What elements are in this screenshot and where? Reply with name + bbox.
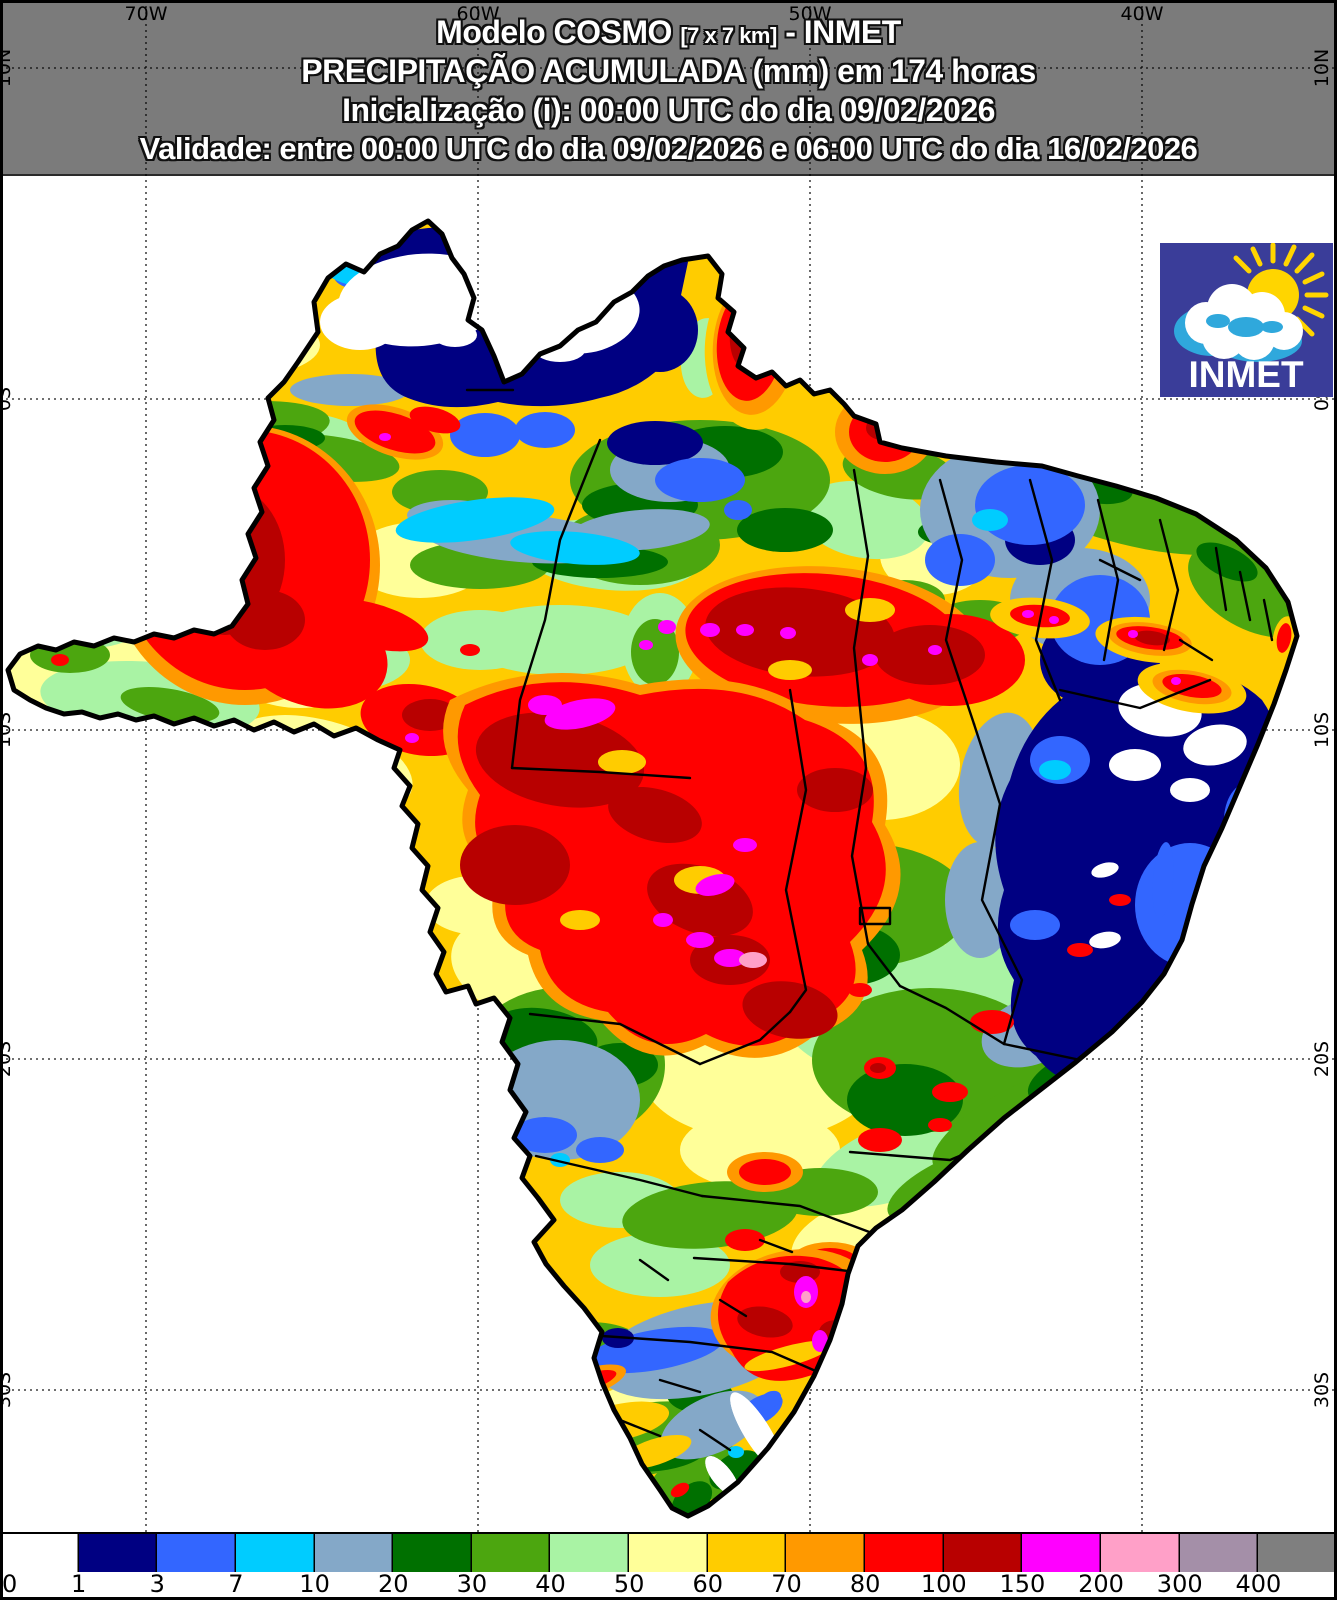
colorbar-label: 300 (1156, 1570, 1203, 1598)
colorbar-swatch (865, 1534, 944, 1572)
latitude-tick-label-right: 30S (1311, 1372, 1333, 1408)
brazil-outline (5, 218, 1300, 1519)
colorbar-label: 30 (456, 1570, 488, 1598)
colorbar-swatch (1179, 1534, 1259, 1572)
title-model: Modelo COSMO (436, 14, 672, 50)
colorbar-label: 40 (535, 1570, 566, 1598)
title-line-2: PRECIPITAÇÃO ACUMULADA (mm) em 174 horas (301, 53, 1036, 89)
colorbar-label: 50 (613, 1570, 645, 1598)
colorbar-swatch (786, 1534, 866, 1572)
contours-7-10 (320, 258, 1247, 1458)
colorbar-swatch (157, 1534, 236, 1572)
title-resolution: [7 x 7 km] (680, 23, 777, 48)
header-separator (0, 174, 1337, 176)
latitude-tick-label-left: 10S (0, 712, 15, 748)
colorbar-swatch (78, 1534, 158, 1572)
latitude-tick-label-left: 10N (0, 49, 15, 87)
inmet-logo: INMET (1160, 242, 1333, 397)
colorbar-label: 3 (149, 1570, 165, 1598)
colorbar-swatch (629, 1534, 708, 1572)
colorbar-label: 100 (920, 1570, 967, 1598)
title-line-1: Modelo COSMO [7 x 7 km] - INMET (0, 14, 1337, 51)
header (0, 0, 1337, 175)
colorbar-label: 20 (377, 1570, 409, 1598)
colorbar-swatch (393, 1534, 472, 1572)
title-line-3: Inicialização (i): 00:00 UTC do dia 09/0… (342, 92, 995, 128)
contours-heavy-rain-tocantins (639, 566, 1025, 724)
latitude-tick-label-left: 30S (0, 1372, 15, 1408)
colorbar-label: 1 (71, 1570, 87, 1598)
colorbar-label: 150 (999, 1570, 1046, 1598)
colorbar-label: 60 (692, 1570, 724, 1598)
title-line-4: Validade: entre 00:00 UTC do dia 09/02/2… (139, 131, 1198, 166)
logo-label: INMET (1188, 354, 1304, 395)
precipitation-colorbar (0, 1532, 1337, 1574)
colorbar-swatch (1022, 1534, 1101, 1572)
colorbar-swatch (943, 1534, 1023, 1572)
colorbar-swatch (707, 1534, 787, 1572)
contours-3-7 (333, 268, 1276, 1427)
colorbar-label: 10 (299, 1570, 330, 1598)
cloud-icon (1174, 284, 1303, 362)
colorbar-label: 7 (228, 1570, 244, 1598)
longitude-tick-label: 60W (457, 3, 500, 25)
colorbar-swatch (1100, 1534, 1180, 1572)
latitude-tick-label-right: 10N (1311, 49, 1333, 87)
longitude-tick-label: 50W (789, 3, 832, 25)
colorbar-label: 200 (1078, 1570, 1124, 1598)
colorbar-label: 400 (1235, 1570, 1282, 1598)
colorbar-swatch (1258, 1534, 1337, 1572)
colorbar-label: 70 (771, 1570, 802, 1598)
colorbar-swatch (550, 1534, 630, 1572)
latitude-tick-label-right: 10S (1311, 712, 1333, 748)
colorbar-label: 0 (2, 1570, 18, 1598)
latitude-tick-label-left: 0S (0, 387, 15, 411)
longitude-tick-label: 70W (125, 3, 168, 25)
latitude-tick-label-left: 20S (0, 1041, 15, 1077)
latitude-tick-label-right: 20S (1311, 1041, 1333, 1077)
colorbar-swatch (471, 1534, 551, 1572)
colorbar-swatch (235, 1534, 315, 1572)
colorbar-scale-labels: 0 1 3 7 10 20 30 40 50 60 70 80 100 150 200 300 400 (0, 1572, 1337, 1597)
title-agency: - INMET (785, 14, 901, 50)
colorbar-label: 80 (849, 1570, 881, 1598)
colorbar-swatch (314, 1534, 394, 1572)
longitude-tick-label: 40W (1121, 3, 1164, 25)
colorbar-swatch (0, 1534, 79, 1572)
brazil-precipitation-field (8, 221, 1297, 1516)
